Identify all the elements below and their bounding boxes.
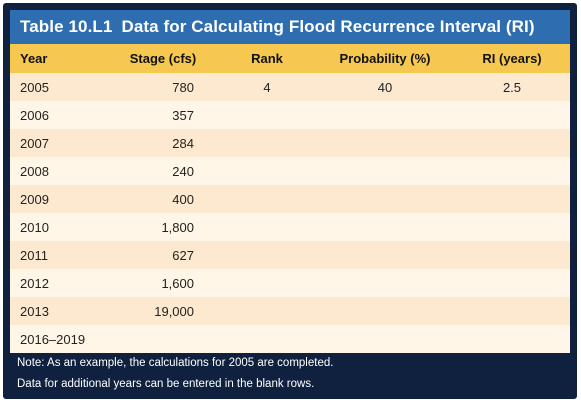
cell-ri: 2.5 bbox=[502, 79, 522, 95]
cell-year: 2011 bbox=[20, 247, 48, 263]
table-row: 2011 627 bbox=[10, 241, 570, 269]
table-frame: Table 10.L1 Data for Calculating Flood R… bbox=[3, 3, 577, 399]
table-row: 2006 357 bbox=[10, 101, 570, 129]
cell-probability bbox=[316, 269, 454, 297]
cell-ri bbox=[454, 241, 570, 269]
cell-stage: 400 bbox=[172, 191, 194, 207]
cell-year: 2012 bbox=[20, 275, 49, 291]
cell-probability bbox=[316, 213, 454, 241]
cell-rank bbox=[218, 241, 316, 269]
cell-rank bbox=[218, 213, 316, 241]
cell-rank bbox=[218, 101, 316, 129]
table-notes: Note: As an example, the calculations fo… bbox=[17, 353, 333, 395]
note-line: Note: As an example, the calculations fo… bbox=[17, 357, 334, 369]
header-row: Year Stage (cfs) Rank Probability (%) RI… bbox=[10, 44, 570, 73]
column-header-ri: RI (years) bbox=[482, 51, 542, 66]
table-row: 2005 780 4 40 2.5 bbox=[10, 73, 570, 101]
table-title-text: Data for Calculating Flood Recurrence In… bbox=[121, 17, 535, 36]
table-row: 2012 1,600 bbox=[10, 269, 570, 297]
cell-rank bbox=[218, 185, 316, 213]
cell-year: 2006 bbox=[20, 107, 49, 123]
cell-probability bbox=[316, 241, 454, 269]
cell-rank: 4 bbox=[263, 79, 271, 95]
cell-ri bbox=[454, 157, 570, 185]
cell-year: 2007 bbox=[20, 135, 49, 151]
table-row: 2013 19,000 bbox=[10, 297, 570, 325]
column-header-stage: Stage (cfs) bbox=[129, 51, 197, 66]
cell-stage: 1,600 bbox=[161, 275, 194, 291]
cell-year: 2013 bbox=[20, 303, 49, 319]
data-table-container: Year Stage (cfs) Rank Probability (%) RI… bbox=[10, 44, 570, 353]
cell-ri bbox=[454, 101, 570, 129]
note-line: Data for additional years can be entered… bbox=[17, 378, 315, 390]
cell-probability: 40 bbox=[377, 79, 393, 95]
flood-data-table: Year Stage (cfs) Rank Probability (%) RI… bbox=[10, 44, 570, 353]
table-number: Table 10.L1 bbox=[20, 17, 113, 36]
cell-ri bbox=[454, 325, 570, 353]
table-title: Table 10.L1 Data for Calculating Flood R… bbox=[10, 10, 570, 44]
cell-year: 2008 bbox=[20, 163, 49, 179]
table-row: 2009 400 bbox=[10, 185, 570, 213]
cell-rank bbox=[218, 297, 316, 325]
table-row: 2008 240 bbox=[10, 157, 570, 185]
table-row: 2016–2019 bbox=[10, 325, 570, 353]
cell-stage: 627 bbox=[172, 247, 194, 263]
cell-year: 2016–2019 bbox=[20, 331, 86, 347]
cell-year: 2005 bbox=[20, 79, 49, 95]
cell-ri bbox=[454, 297, 570, 325]
cell-year: 2009 bbox=[20, 191, 49, 207]
cell-year: 2010 bbox=[20, 219, 49, 235]
cell-stage: 780 bbox=[172, 79, 194, 95]
cell-ri bbox=[454, 213, 570, 241]
cell-rank bbox=[218, 325, 316, 353]
cell-probability bbox=[316, 157, 454, 185]
cell-probability bbox=[316, 101, 454, 129]
cell-ri bbox=[454, 129, 570, 157]
column-header-rank: Rank bbox=[251, 51, 283, 66]
cell-stage: 284 bbox=[172, 135, 194, 151]
cell-probability bbox=[316, 129, 454, 157]
column-header-year: Year bbox=[20, 51, 48, 66]
cell-probability bbox=[316, 297, 454, 325]
cell-stage: 1,800 bbox=[161, 219, 194, 235]
cell-rank bbox=[218, 157, 316, 185]
cell-rank bbox=[218, 129, 316, 157]
cell-stage bbox=[108, 325, 218, 353]
cell-ri bbox=[454, 185, 570, 213]
table-row: 2007 284 bbox=[10, 129, 570, 157]
cell-stage: 240 bbox=[172, 163, 194, 179]
cell-probability bbox=[316, 325, 454, 353]
cell-probability bbox=[316, 185, 454, 213]
table-row: 2010 1,800 bbox=[10, 213, 570, 241]
cell-rank bbox=[218, 269, 316, 297]
cell-stage: 19,000 bbox=[154, 303, 194, 319]
cell-stage: 357 bbox=[172, 107, 194, 123]
cell-ri bbox=[454, 269, 570, 297]
column-header-probability: Probability (%) bbox=[339, 51, 431, 66]
